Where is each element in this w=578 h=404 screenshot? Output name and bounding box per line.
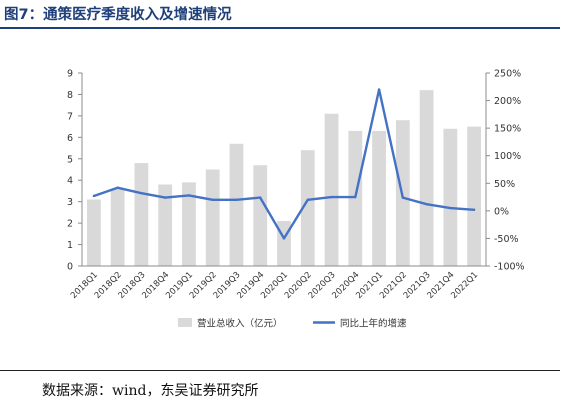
growth-point-2019Q1 xyxy=(187,194,191,197)
left-tick-label: 3 xyxy=(67,197,73,208)
left-tick-label: 6 xyxy=(67,133,73,144)
growth-point-2020Q2 xyxy=(306,198,309,202)
growth-point-2020Q4 xyxy=(354,195,357,199)
left-tick-label: 1 xyxy=(67,240,73,251)
bar-2020Q1 xyxy=(277,220,291,266)
title-rule xyxy=(0,27,560,29)
left-tick-label: 9 xyxy=(67,69,73,80)
legend: 营业总收入（亿元） 同比上年的增速 xyxy=(178,318,407,330)
bar-2020Q4 xyxy=(348,130,363,266)
bar-2019Q1 xyxy=(182,182,196,266)
bar-2019Q3 xyxy=(229,143,244,266)
legend-line-label: 同比上年的增速 xyxy=(340,318,407,330)
line-series xyxy=(92,88,476,240)
growth-point-2020Q3 xyxy=(330,195,333,199)
source-rule xyxy=(0,370,560,371)
left-tick-label: 5 xyxy=(67,154,73,165)
right-tick-label: 0% xyxy=(494,206,509,217)
left-tick-label: 4 xyxy=(67,176,73,187)
bar-2021Q1 xyxy=(372,130,386,266)
bar-2021Q3 xyxy=(419,90,434,267)
growth-point-2021Q2 xyxy=(401,196,405,199)
growth-point-2021Q3 xyxy=(425,203,428,206)
left-tick-label: 7 xyxy=(67,111,73,122)
x-axis-ticks: 2018Q12018Q22018Q32018Q42019Q12019Q22019… xyxy=(69,270,480,301)
growth-point-2022Q1 xyxy=(472,208,476,211)
bar-2020Q2 xyxy=(300,150,315,266)
right-tick-label: -100% xyxy=(494,262,525,273)
bar-2018Q2 xyxy=(110,188,125,266)
growth-point-2018Q2 xyxy=(116,186,119,189)
growth-point-2019Q2 xyxy=(211,198,214,202)
bar-2021Q4 xyxy=(443,128,458,266)
bar-2018Q3 xyxy=(134,163,149,266)
growth-point-2018Q3 xyxy=(140,192,143,195)
growth-point-2021Q4 xyxy=(449,206,452,210)
bar-2020Q3 xyxy=(324,113,339,266)
growth-point-2018Q1 xyxy=(92,194,96,198)
growth-point-2019Q3 xyxy=(235,198,238,202)
growth-point-2021Q1 xyxy=(377,88,381,91)
right-axis-ticks: -100% -50% 0% 50% 100% 150% 200% 250% xyxy=(486,69,525,273)
left-axis-ticks: 0 1 2 3 4 5 6 7 8 9 xyxy=(67,69,82,273)
bar-2018Q4 xyxy=(158,184,173,266)
figure-source: 数据来源：wind，东吴证券研究所 xyxy=(42,383,259,399)
bar-2018Q1 xyxy=(86,199,101,266)
growth-line xyxy=(93,88,475,240)
left-tick-label: 0 xyxy=(67,262,73,273)
bar-2019Q4 xyxy=(253,165,268,266)
bar-2022Q1 xyxy=(467,126,482,266)
right-tick-label: 100% xyxy=(494,151,521,162)
figure-title: 图7：通策医疗季度收入及增速情况 xyxy=(4,7,232,23)
growth-point-2019Q4 xyxy=(259,196,262,199)
right-tick-label: 200% xyxy=(494,96,521,107)
growth-point-2018Q4 xyxy=(163,196,167,199)
left-tick-label: 2 xyxy=(67,219,73,230)
bar-series xyxy=(86,90,482,267)
growth-point-2020Q1 xyxy=(282,237,286,240)
bar-2019Q2 xyxy=(205,169,220,266)
right-tick-label: -50% xyxy=(494,234,519,245)
left-tick-label: 8 xyxy=(67,90,73,101)
right-tick-label: 150% xyxy=(494,124,521,135)
right-tick-label: 50% xyxy=(494,179,515,190)
legend-bar-swatch xyxy=(178,318,192,327)
right-tick-label: 250% xyxy=(494,69,521,80)
legend-bar-label: 营业总收入（亿元） xyxy=(197,318,283,330)
chart-axes xyxy=(81,73,487,267)
